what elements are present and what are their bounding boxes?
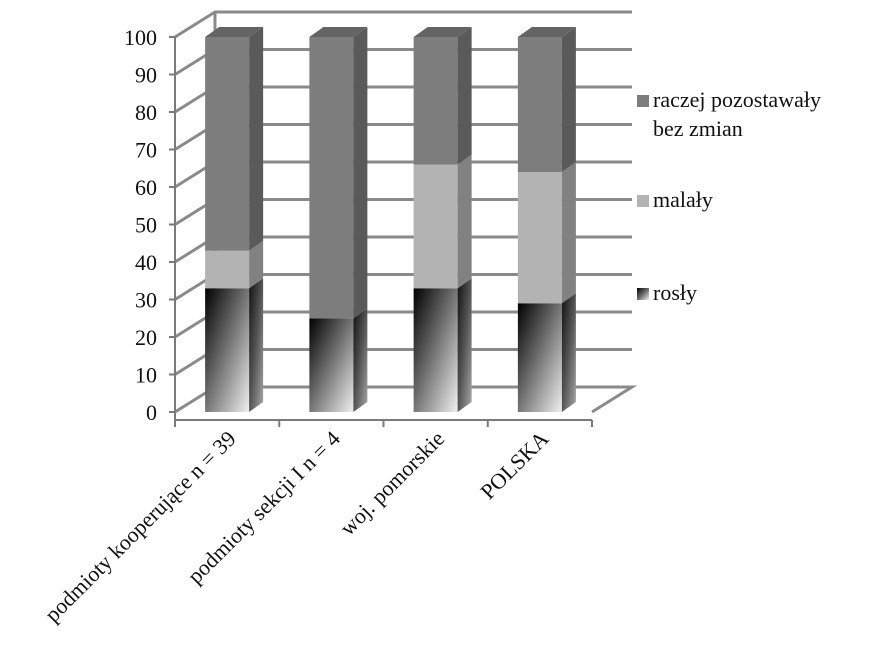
- bar-segment: [517, 172, 562, 304]
- legend-label: malały: [653, 187, 713, 212]
- x-category-label: POLSKA: [475, 426, 553, 504]
- bar-segment-side: [561, 162, 576, 304]
- bar-segment-side: [249, 240, 264, 289]
- chart-legend: raczej pozostawały bez zmian malały rosły: [637, 87, 821, 305]
- legend-swatch: [637, 95, 649, 107]
- bar-segment: [413, 288, 458, 412]
- y-tick-label: 40: [135, 250, 157, 275]
- legend-swatch: [637, 195, 649, 207]
- bar-top: [309, 27, 368, 37]
- y-tick-label: 10: [135, 363, 157, 388]
- bar-segment-side: [353, 27, 368, 319]
- bar-segment-side: [457, 27, 472, 165]
- legend-label: bez zmian: [653, 116, 743, 141]
- legend-swatch: [637, 288, 649, 300]
- bar-segment-side: [353, 308, 368, 412]
- bar-segment: [413, 37, 458, 165]
- y-axis-tick-labels: 0 10 20 30 40 50 60 70 80 90 100: [124, 25, 157, 425]
- bar-segment-side: [457, 278, 472, 412]
- bar-segment-side: [457, 154, 472, 289]
- chart-bars: [205, 27, 576, 412]
- y-tick-label: 100: [124, 25, 157, 50]
- bar-segment: [205, 250, 250, 289]
- y-tick-label: 50: [135, 213, 157, 238]
- y-tick-label: 70: [135, 138, 157, 163]
- bar-segment: [309, 318, 354, 412]
- bar-segment: [205, 288, 250, 412]
- y-tick-label: 20: [135, 325, 157, 350]
- bar-segment: [517, 303, 562, 412]
- x-category-label: podmioty kooperujące n = 39: [40, 426, 241, 627]
- x-category-label: woj. pomorskie: [335, 426, 449, 540]
- legend-label: raczej pozostawały: [653, 87, 821, 112]
- bar-segment: [517, 37, 562, 172]
- bar-segment: [205, 37, 250, 251]
- bar-segment-side: [561, 27, 576, 172]
- y-tick-label: 90: [135, 63, 157, 88]
- bar-top: [517, 27, 576, 37]
- legend-label: rosły: [653, 280, 697, 305]
- bar-top: [413, 27, 472, 37]
- bar-top: [205, 27, 264, 37]
- bar-segment: [309, 37, 354, 319]
- y-tick-label: 60: [135, 175, 157, 200]
- chart-axes: [169, 36, 593, 427]
- bar-stack: [413, 27, 472, 412]
- bar-segment: [413, 164, 458, 289]
- y-tick-label: 80: [135, 100, 157, 125]
- bar-segment-side: [249, 27, 264, 251]
- bar-stack: [309, 27, 368, 412]
- y-tick-label: 30: [135, 288, 157, 313]
- bar-segment-side: [249, 278, 264, 412]
- y-tick-label: 0: [146, 400, 157, 425]
- bar-stack: [205, 27, 264, 412]
- bar-segment-side: [561, 293, 576, 412]
- bar-stack: [517, 27, 576, 412]
